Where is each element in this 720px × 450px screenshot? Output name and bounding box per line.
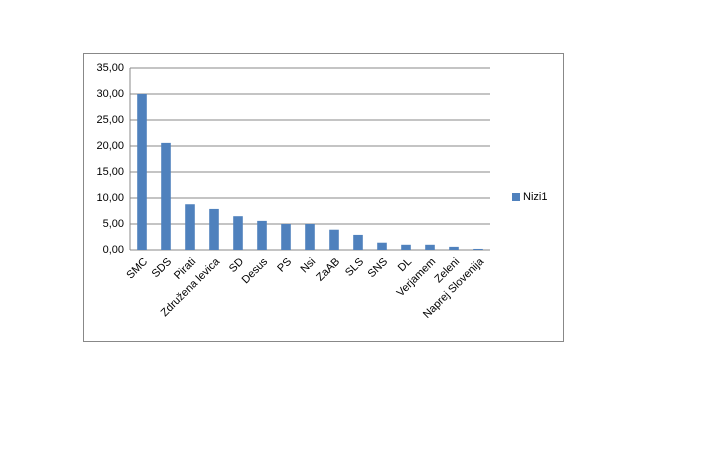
bar [473, 248, 483, 250]
y-tick-label: 30,00 [96, 88, 124, 100]
y-tick-label: 15,00 [96, 166, 124, 178]
y-tick-label: 25,00 [96, 114, 124, 126]
bar [161, 142, 171, 250]
bar [353, 234, 363, 250]
bar [329, 229, 339, 250]
bar [377, 242, 387, 250]
bar [401, 244, 411, 250]
y-tick-label: 0,00 [103, 244, 124, 256]
bar [449, 246, 459, 250]
y-tick-label: 5,00 [103, 218, 124, 230]
bar [281, 224, 291, 250]
bar [305, 224, 315, 250]
bar [185, 204, 195, 250]
bar [137, 94, 147, 250]
bar [425, 244, 435, 250]
y-tick-label: 20,00 [96, 140, 124, 152]
legend-label: Nizi1 [523, 191, 547, 203]
legend-swatch [512, 193, 520, 201]
bar [257, 220, 267, 250]
bar [233, 216, 243, 250]
bar [209, 208, 219, 250]
y-tick-label: 35,00 [96, 62, 124, 74]
y-tick-label: 10,00 [96, 192, 124, 204]
